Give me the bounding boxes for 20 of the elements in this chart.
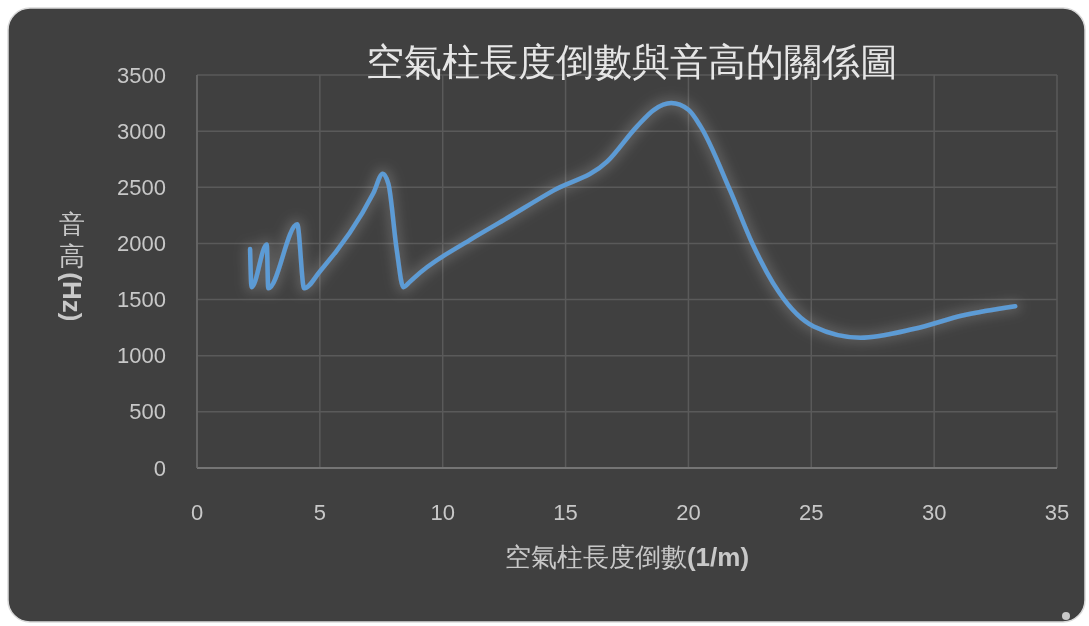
x-tick-label: 30 bbox=[921, 499, 947, 525]
x-tick-label: 5 bbox=[313, 499, 326, 525]
x-tick-label: 35 bbox=[1044, 499, 1070, 525]
x-axis-title: 空氣柱長度倒數(1/m) bbox=[504, 542, 750, 572]
y-tick-label: 2500 bbox=[117, 174, 166, 200]
y-tick-label: 3500 bbox=[117, 62, 166, 88]
y-tick-label: 2000 bbox=[117, 230, 166, 256]
chart-title: 空氣柱長度倒數與音高的關係圖 bbox=[366, 41, 898, 83]
y-tick-label: 1000 bbox=[117, 343, 166, 369]
x-tick-label: 20 bbox=[676, 499, 701, 525]
x-tick-label: 10 bbox=[430, 499, 455, 525]
y-tick-label: 1500 bbox=[117, 287, 166, 313]
x-tick-label: 0 bbox=[190, 499, 204, 525]
y-tick-label: 3000 bbox=[117, 118, 166, 144]
y-tick-label: 0 bbox=[153, 455, 166, 481]
x-tick-label: 15 bbox=[553, 499, 578, 525]
line-series bbox=[247, 100, 1018, 340]
y-axis-title: 音高(Hz) bbox=[57, 208, 87, 322]
x-tick-label: 25 bbox=[799, 499, 824, 525]
y-tick-label: 500 bbox=[129, 399, 166, 425]
